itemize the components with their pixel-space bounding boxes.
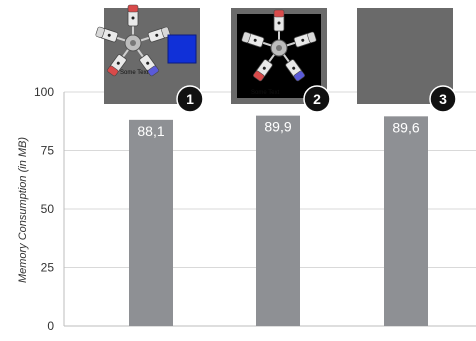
thumbnail-caption: Some Text [120,70,149,76]
badge-number: 3 [439,91,447,107]
piston-arm [127,4,139,43]
thumbnails: Some Text 1 Some Text 2 3 [95,4,457,113]
number-badge [303,85,331,113]
piston-arm [107,42,134,77]
y-tick-label: 0 [47,319,54,333]
y-tick-labels: 0 25 50 75 100 [34,85,54,333]
bar-value-label: 88,1 [137,123,164,139]
thumbnail-2: Some Text 2 [231,8,331,113]
bar-1 [129,119,173,326]
thumbnail-1: Some Text 1 [95,4,204,113]
y-tick-label: 50 [41,202,55,216]
thumbnail-caption: Some Text [251,90,280,96]
y-tick-label: 75 [41,144,55,158]
blue-square-icon [167,34,197,64]
badge-number: 1 [186,91,194,107]
number-badge [429,85,457,113]
y-axis-label: Memory Consumption (in MB) [17,137,29,283]
bar-2 [256,115,300,326]
piston-arm [278,31,317,49]
y-tick-label: 25 [41,261,55,275]
y-tick-label: 100 [34,85,54,99]
bar-value-label: 89,6 [392,119,419,135]
bars: 88,1 89,9 89,6 [129,115,428,326]
badge-number: 2 [313,91,321,107]
thumbnail-3: 3 [357,8,457,113]
bar-value-label: 89,9 [264,119,291,135]
bar-3 [384,116,428,326]
piston-arm [241,31,280,49]
number-badge [176,85,204,113]
